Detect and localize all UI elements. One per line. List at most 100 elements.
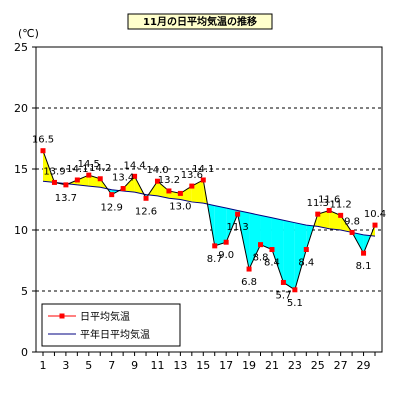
- x-tick-label: 13: [173, 359, 187, 372]
- legend-box: [41, 303, 181, 347]
- below-normal-area: [294, 222, 307, 290]
- data-label: 5.7: [275, 290, 291, 301]
- above-normal-area: [180, 186, 192, 202]
- data-point: [177, 190, 183, 196]
- data-label: 13.2: [158, 175, 180, 186]
- chart-title-box: [127, 13, 273, 30]
- data-label: 6.8: [241, 277, 257, 288]
- data-point: [189, 183, 195, 189]
- data-label: 8.4: [264, 258, 280, 269]
- data-point: [361, 250, 367, 256]
- data-point: [109, 192, 115, 198]
- data-point: [74, 177, 80, 183]
- plot-area-frame: [35, 46, 383, 353]
- data-label: 13.9: [43, 166, 65, 177]
- data-label: 9.8: [344, 216, 360, 227]
- data-point: [292, 287, 298, 293]
- data-point: [315, 211, 321, 217]
- data-label: 5.1: [287, 298, 303, 309]
- data-label: 13.6: [181, 170, 203, 181]
- above-normal-area: [123, 176, 135, 193]
- below-normal-area: [271, 217, 284, 283]
- y-tick-label: 5: [21, 285, 28, 298]
- data-point: [372, 222, 378, 228]
- x-tick-label: 9: [131, 359, 138, 372]
- above-normal-area: [77, 175, 89, 187]
- x-tick-label: 7: [108, 359, 115, 372]
- data-point: [132, 173, 138, 179]
- above-normal-area: [329, 210, 341, 230]
- data-labels: 16.513.913.714.114.514.212.913.414.412.6…: [32, 135, 386, 309]
- data-label: 14.1: [192, 164, 214, 175]
- data-label: 14.4: [123, 160, 145, 171]
- data-label: 13.4: [112, 173, 134, 184]
- y-tick-label: 15: [14, 163, 28, 176]
- data-point: [97, 176, 103, 182]
- legend-daily-marker: [59, 313, 65, 319]
- data-point: [235, 211, 241, 217]
- x-tick-label: 5: [85, 359, 92, 372]
- legend-normal-label: 平年日平均気温: [80, 328, 150, 341]
- data-point: [223, 239, 229, 245]
- data-label: 8.4: [298, 258, 314, 269]
- data-point: [40, 148, 46, 154]
- data-point: [303, 247, 309, 253]
- data-point: [120, 186, 126, 192]
- data-point: [154, 178, 160, 184]
- data-point: [200, 177, 206, 183]
- below-normal-area: [249, 212, 261, 270]
- data-label: 11.6: [318, 194, 340, 205]
- data-label: 10.4: [364, 209, 386, 220]
- data-label: 14.1: [66, 164, 88, 175]
- below-normal-area: [260, 215, 272, 250]
- data-point: [143, 195, 149, 201]
- x-tick-label: 1: [40, 359, 47, 372]
- data-point: [280, 279, 286, 285]
- data-label: 8.8: [253, 253, 269, 264]
- x-tick-label: 17: [219, 359, 233, 372]
- above-normal-area: [157, 181, 169, 199]
- data-point: [166, 188, 172, 194]
- y-axis-label: (℃): [18, 27, 39, 40]
- data-label: 12.9: [101, 203, 123, 214]
- data-label: 14.2: [89, 163, 111, 174]
- x-tick-label: 11: [150, 359, 164, 372]
- below-normal-area: [283, 220, 295, 290]
- data-label: 14.0: [146, 165, 168, 176]
- data-label: 16.5: [32, 135, 54, 146]
- data-label: 8.1: [356, 261, 372, 272]
- y-tick-label: 10: [14, 224, 28, 237]
- data-label: 11.2: [330, 199, 352, 210]
- data-point: [269, 247, 275, 253]
- data-point: [63, 182, 69, 188]
- data-label: 9.0: [218, 250, 234, 261]
- below-normal-area: [226, 208, 238, 243]
- series-line-normal: [42, 180, 376, 237]
- x-tick-label: 3: [62, 359, 69, 372]
- y-tick-label: 0: [21, 346, 28, 359]
- x-tick-label: 23: [288, 359, 302, 372]
- data-point: [326, 207, 332, 213]
- data-point: [338, 212, 344, 218]
- data-point: [349, 229, 355, 235]
- grid-lines: [36, 107, 382, 292]
- data-point: [51, 179, 57, 185]
- data-point: [246, 266, 252, 272]
- x-tick-label: 29: [357, 359, 371, 372]
- data-markers: [40, 148, 378, 293]
- above-normal-area: [191, 179, 204, 204]
- data-label: 11.3: [226, 222, 248, 233]
- x-tick-label: 27: [334, 359, 348, 372]
- legend-daily-label: 日平均気温: [80, 310, 130, 323]
- below-normal-area: [214, 205, 227, 246]
- data-label: 11.3: [307, 198, 329, 209]
- legend: 日平均気温 平年日平均気温: [41, 303, 181, 347]
- x-tick-label: 19: [242, 359, 256, 372]
- x-tick-label: 21: [265, 359, 279, 372]
- above-normal-area: [317, 210, 330, 229]
- data-label: 8.7: [207, 254, 223, 265]
- x-tick-label: 15: [196, 359, 210, 372]
- data-label: 13.0: [169, 201, 191, 212]
- y-ticks: 0 5 10 15 20 25: [14, 41, 36, 359]
